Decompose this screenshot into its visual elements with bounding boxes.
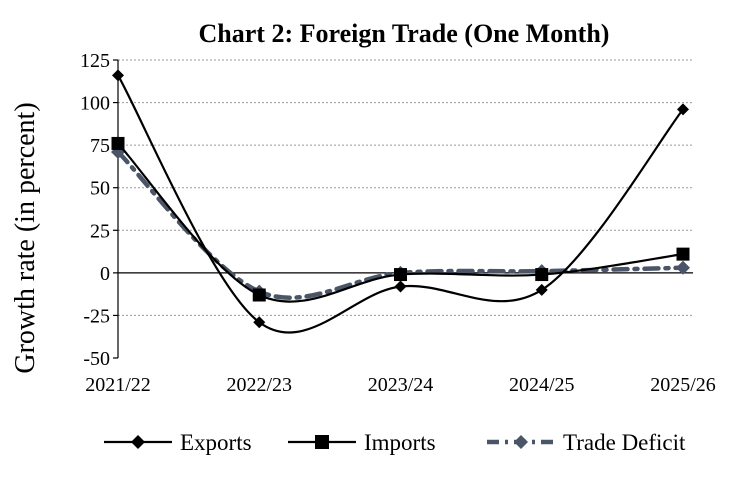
data-point xyxy=(676,247,690,261)
x-tick-label: 2022/23 xyxy=(226,374,292,396)
x-tick-labels: 2021/22 2022/23 2023/24 2024/25 2025/26 xyxy=(85,374,716,396)
data-point xyxy=(676,260,690,275)
series-line xyxy=(116,142,685,303)
y-tick-label: -25 xyxy=(83,305,110,327)
data-point xyxy=(253,316,266,329)
data-point xyxy=(677,103,689,116)
x-tick-label: 2025/26 xyxy=(650,374,716,396)
series-line xyxy=(116,74,685,334)
legend-marker xyxy=(514,435,528,449)
y-tick-label: 50 xyxy=(90,178,110,200)
legend-label: Imports xyxy=(364,430,436,455)
axes xyxy=(113,59,693,359)
y-tick-label: 0 xyxy=(100,263,110,285)
y-tick-label: 125 xyxy=(80,50,110,72)
y-axis-label: Growth rate (in percent) xyxy=(10,102,41,373)
data-point xyxy=(535,268,549,282)
chart-title: Chart 2: Foreign Trade (One Month) xyxy=(199,19,610,48)
legend-item: Imports xyxy=(288,430,436,455)
data-point xyxy=(535,283,548,296)
x-tick-label: 2023/24 xyxy=(368,374,434,396)
series-imports xyxy=(111,136,690,303)
series-exports xyxy=(112,69,689,334)
y-tick-label: 75 xyxy=(90,135,110,157)
y-tick-label: 25 xyxy=(90,220,110,242)
y-tick-labels: 125 100 75 50 25 0 -25 -50 xyxy=(80,50,110,370)
data-point xyxy=(111,136,125,150)
series-layer xyxy=(111,69,690,334)
data-point xyxy=(112,69,124,82)
legend-label: Trade Deficit xyxy=(563,430,686,455)
legend-marker xyxy=(315,435,329,449)
y-tick-label: 100 xyxy=(80,93,110,115)
legend-label: Exports xyxy=(180,430,252,455)
legend-marker xyxy=(131,435,145,449)
legend-item: Trade Deficit xyxy=(487,430,686,455)
data-point xyxy=(394,280,407,293)
data-point xyxy=(394,268,407,282)
data-point xyxy=(252,288,266,302)
x-tick-label: 2024/25 xyxy=(509,374,575,396)
legend-item: Exports xyxy=(104,430,252,455)
y-tick-label: -50 xyxy=(83,348,110,370)
legend: Exports Imports Trade Deficit xyxy=(104,430,686,455)
x-tick-label: 2021/22 xyxy=(85,374,151,396)
